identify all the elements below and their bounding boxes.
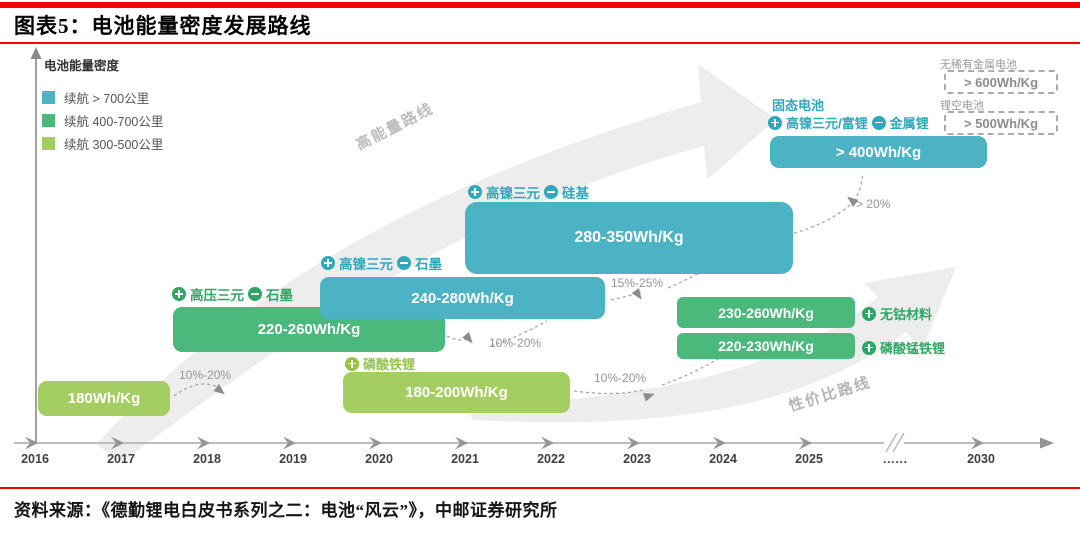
year-label-2016: 2016 [21, 452, 49, 466]
material-label-180-200: 磷酸铁锂 [345, 354, 415, 373]
year-label-2020: 2020 [365, 452, 393, 466]
outlook-box-600: > 600Wh/Kg [944, 70, 1058, 94]
x-axis-timeline [14, 432, 1054, 454]
year-label-2021: 2021 [451, 452, 479, 466]
milestone-value: 240-280Wh/Kg [411, 289, 514, 307]
milestone-box-230-260: 230-260Wh/Kg [677, 297, 855, 328]
material-remove: 硅基 [562, 186, 589, 201]
axis-break [884, 432, 905, 454]
legend-swatch-teal [42, 91, 55, 104]
milestone-value: 180-200Wh/Kg [405, 384, 508, 401]
minus-icon [544, 185, 558, 199]
material-remove: 金属锂 [889, 116, 929, 131]
title-underline [0, 42, 1080, 44]
timeline-chevrons [25, 436, 984, 450]
milestone-box-280-350: 280-350Wh/Kg [465, 202, 793, 274]
legend-item: 续航 400-700公里 [42, 109, 163, 132]
year-label-ellipsis: …… [882, 452, 908, 466]
outlook-label-li-air: 锂空电池 [940, 100, 984, 112]
year-label-2017: 2017 [107, 452, 135, 466]
legend-swatch-light-green [42, 137, 55, 150]
material-label-230-260: 无钴材料 [862, 304, 932, 323]
year-label-2024: 2024 [709, 452, 737, 466]
milestone-box-180: 180Wh/Kg [38, 381, 170, 416]
outlook-value: > 600Wh/Kg [963, 74, 1039, 90]
material-label-400: 高镍三元/富锂 金属锂 [768, 113, 929, 132]
material-add: 磷酸锰铁锂 [880, 341, 946, 356]
outlook-value: > 500Wh/Kg [963, 115, 1039, 131]
material-add: 高镍三元 [339, 257, 393, 272]
material-remove: 石墨 [266, 288, 293, 303]
plus-icon [768, 115, 782, 130]
plus-icon [862, 306, 876, 321]
milestone-value: 220-260Wh/Kg [257, 321, 361, 338]
year-label-2030: 2030 [967, 452, 995, 466]
material-remove: 石墨 [415, 257, 442, 272]
improvement-label-4: > 20% [856, 197, 891, 211]
milestone-box-240-280: 240-280Wh/Kg [320, 277, 605, 319]
source-note: 资料来源：《德勤锂电白皮书系列之二：电池“风云”》，中邮证券研究所 [14, 501, 558, 520]
milestone-value: 180Wh/Kg [67, 390, 141, 407]
outlook-label-no-rare-metal: 无稀有金属电池 [940, 59, 1017, 71]
milestone-box-220-230: 220-230Wh/Kg [677, 333, 855, 359]
material-add: 高压三元 [190, 288, 244, 303]
material-label-220-260: 高压三元 石墨 [172, 284, 293, 304]
material-add: 高镍三元 [486, 186, 540, 201]
legend-label: 续航 400-700公里 [64, 115, 164, 129]
legend-item: 续航 300-500公里 [42, 132, 163, 155]
plus-icon [345, 356, 359, 371]
y-axis-label: 电池能量密度 [44, 59, 120, 73]
figure-title: 图表5：电池能量密度发展路线 [14, 14, 312, 38]
year-label-2018: 2018 [193, 452, 221, 466]
legend-swatch-green [42, 114, 55, 127]
year-label-2025: 2025 [795, 452, 823, 466]
y-axis [30, 47, 42, 443]
improvement-label-3: 15%-25% [611, 276, 664, 290]
plus-icon [468, 185, 482, 199]
legend-item: 续航 > 700公里 [42, 86, 163, 109]
tech-label-solid-state: 固态电池 [772, 98, 825, 113]
legend-label: 续航 > 700公里 [64, 92, 150, 106]
legend: 续航 > 700公里 续航 400-700公里 续航 300-500公里 [42, 86, 163, 155]
material-add: 高镍三元/富锂 [786, 116, 868, 131]
milestone-value: 220-230Wh/Kg [718, 338, 814, 354]
material-label-280-350: 高镍三元 硅基 [468, 182, 589, 202]
minus-icon [248, 287, 262, 301]
material-add: 无钴材料 [880, 307, 933, 322]
milestone-value: 280-350Wh/Kg [574, 229, 684, 246]
milestone-box-400: > 400Wh/Kg [770, 136, 987, 168]
minus-icon [397, 256, 411, 270]
material-label-240-280: 高镍三元 石墨 [321, 253, 442, 273]
outlook-box-500: > 500Wh/Kg [944, 111, 1058, 135]
milestone-value: > 400Wh/Kg [835, 143, 922, 161]
high-energy-route-arrow [96, 64, 776, 462]
improvement-label-2: 10%-20% [489, 336, 542, 350]
improvement-label-1: 10%-20% [179, 368, 232, 382]
milestone-value: 230-260Wh/Kg [718, 304, 814, 321]
material-label-220-230: 磷酸锰铁锂 [862, 338, 945, 357]
material-add: 磷酸铁锂 [363, 357, 416, 372]
top-red-bar [0, 2, 1080, 8]
improvement-label-5: 10%-20% [594, 371, 647, 385]
improvement-arrowheads [213, 196, 859, 402]
plus-icon [321, 256, 335, 270]
year-label-2023: 2023 [623, 452, 651, 466]
year-label-2019: 2019 [279, 452, 307, 466]
minus-icon [871, 115, 886, 130]
legend-label: 续航 300-500公里 [64, 138, 164, 152]
milestone-box-180-200: 180-200Wh/Kg [343, 372, 570, 413]
footer-rule [0, 487, 1080, 489]
plus-icon [862, 340, 876, 355]
plus-icon [172, 287, 186, 301]
year-label-2022: 2022 [537, 452, 565, 466]
